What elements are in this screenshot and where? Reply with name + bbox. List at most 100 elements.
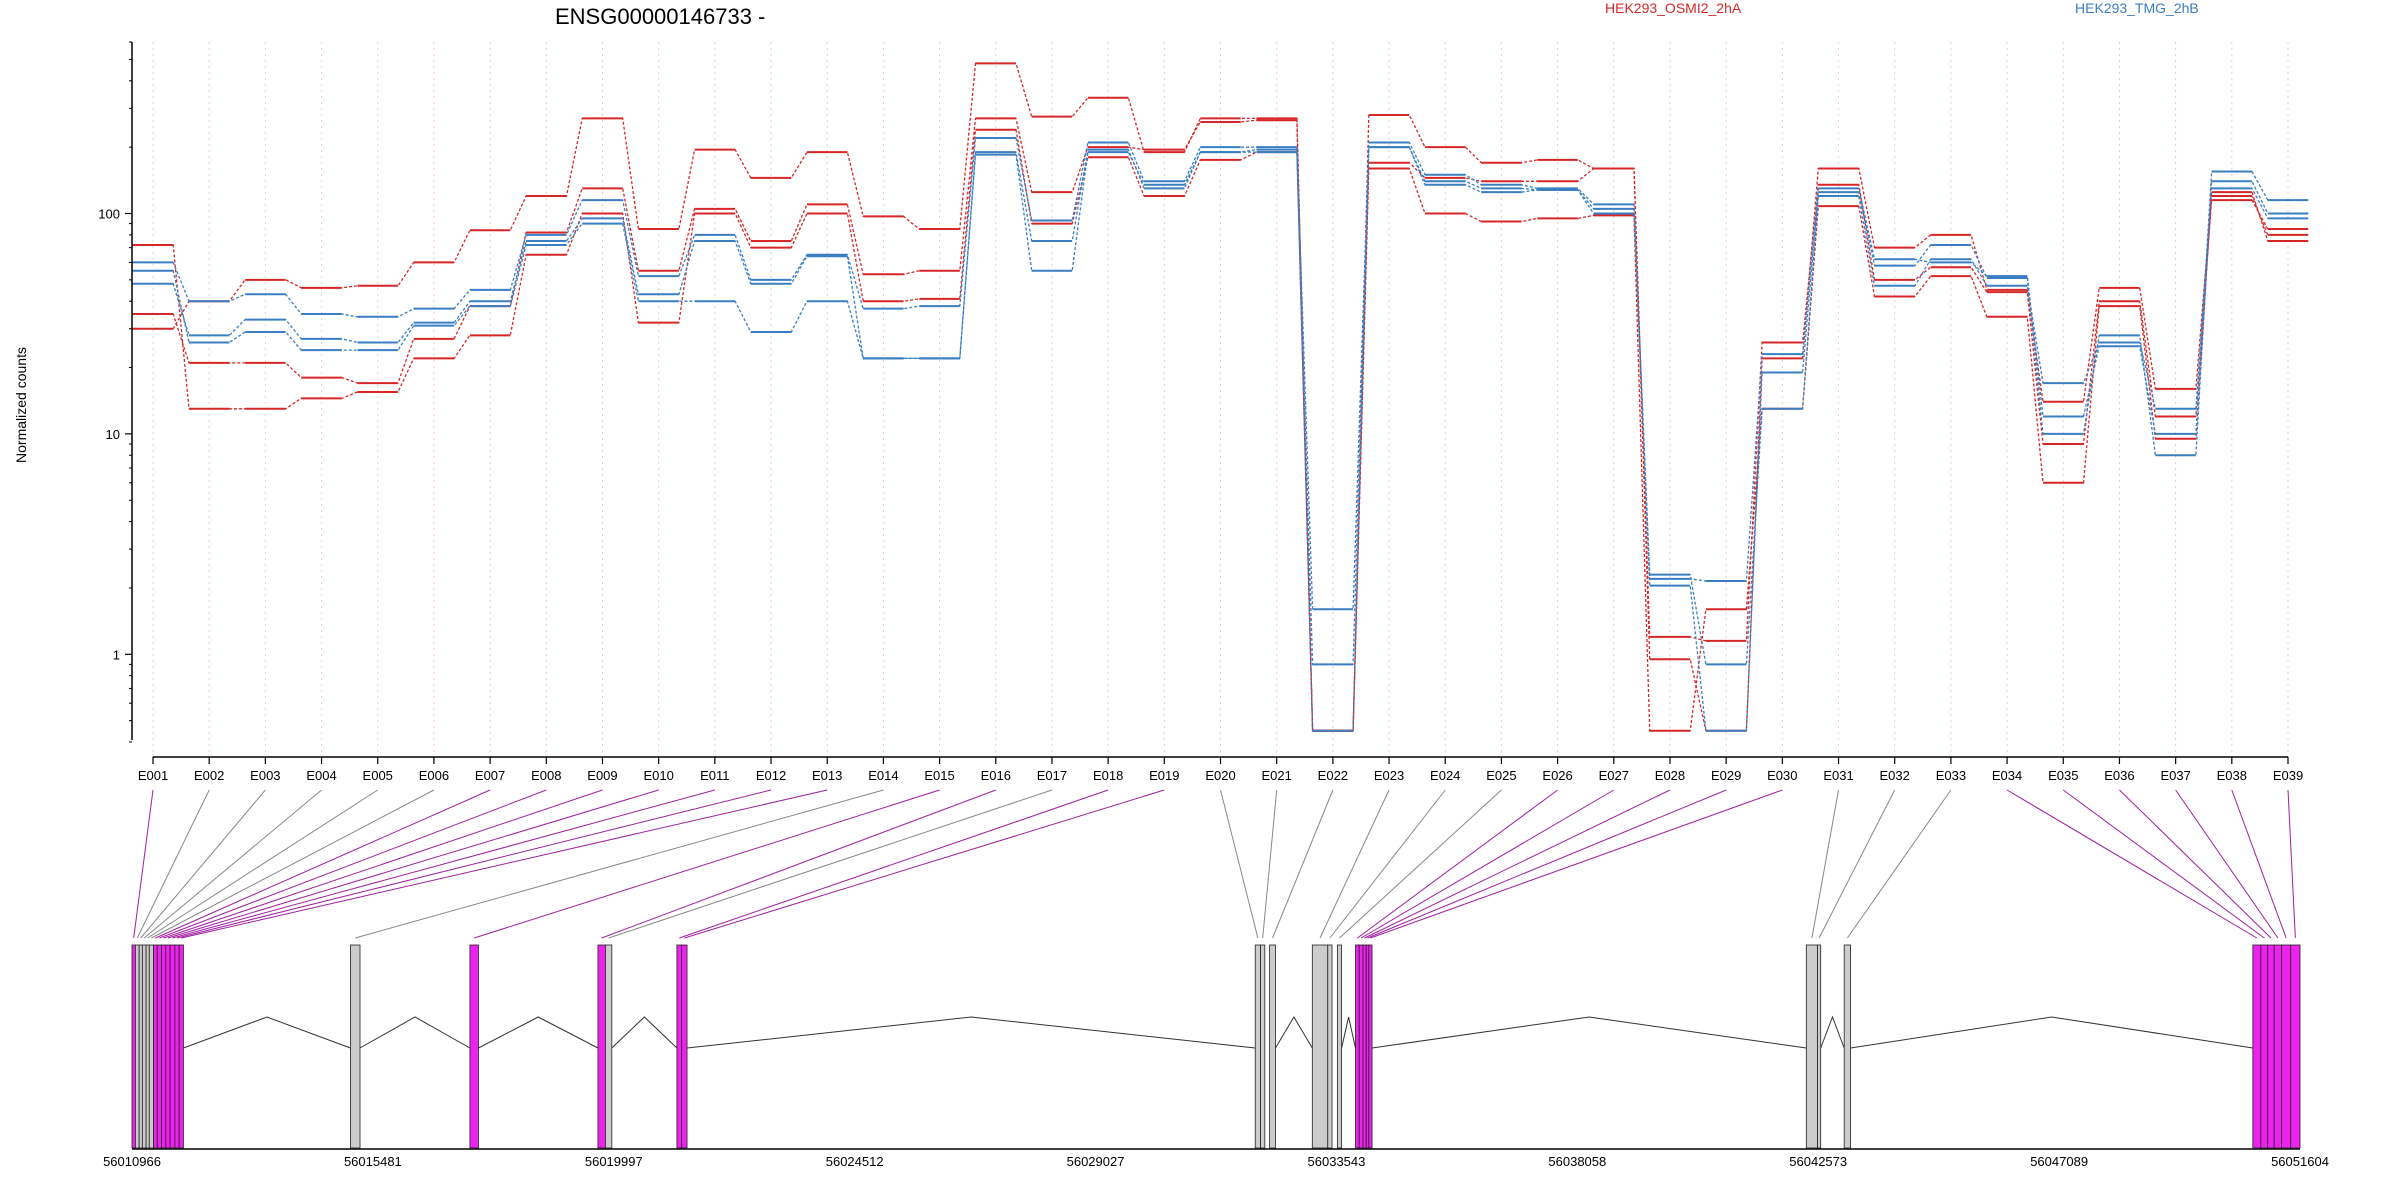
exon-box [1260, 944, 1266, 1149]
exon-connector [679, 789, 1109, 939]
exon-box [681, 944, 688, 1149]
x-tick-label: E022 [1318, 768, 1348, 783]
x-tick-label: E036 [2104, 768, 2134, 783]
x-tick-label: E011 [700, 768, 729, 783]
exon-box [178, 944, 184, 1149]
series-5 [132, 146, 2309, 732]
exon-box [1269, 944, 1276, 1149]
exon-box [1358, 944, 1364, 1149]
intron-line [1341, 1016, 1356, 1049]
x-tick-label: E001 [138, 768, 168, 783]
x-tick-label: E030 [1767, 768, 1797, 783]
series-lines [132, 62, 2309, 732]
exon-connector [1339, 789, 1502, 939]
exon-connector [355, 789, 884, 939]
exon-box [153, 944, 158, 1149]
x-tick-label: E005 [363, 768, 393, 783]
intron-line [1371, 1016, 1807, 1049]
exon-box [469, 944, 479, 1149]
exon-box [1336, 944, 1343, 1149]
x-tick-label: E035 [2048, 768, 2078, 783]
x-tick-label: E028 [1655, 768, 1685, 783]
y-tick-label: 1 [113, 647, 120, 662]
exon-box [135, 944, 140, 1149]
x-tick-label: E002 [194, 768, 224, 783]
x-tick-label: E029 [1711, 768, 1741, 783]
legend-entry-tmg: HEK293_TMG_2hB [2075, 0, 2199, 16]
exon-box [2273, 944, 2283, 1149]
exon-box [1327, 944, 1333, 1149]
x-tick-label: E024 [1430, 768, 1460, 783]
series-2 [132, 113, 2309, 732]
series-connector-path [132, 62, 2309, 732]
exon-box [145, 944, 150, 1149]
intron-line [686, 1016, 1256, 1049]
chart-title: ENSG00000146733 - [555, 4, 765, 29]
exon-connector [1360, 789, 1615, 939]
exon-connector [151, 789, 435, 939]
exon-box [1805, 944, 1818, 1149]
exon-connector [1811, 789, 1840, 939]
exon-box [1368, 944, 1373, 1149]
exon-connector [608, 789, 1053, 939]
legend-entry-osmi2: HEK293_OSMI2_2hA [1605, 0, 1742, 16]
exon-connector [167, 789, 659, 939]
x-tick-label: E027 [1599, 768, 1629, 783]
x-tick-label: E010 [643, 768, 673, 783]
series-connector-path [132, 146, 2309, 732]
exon-box [605, 944, 613, 1149]
exon-box [1311, 944, 1329, 1149]
exon-connector [181, 789, 828, 939]
series-6 [132, 146, 2309, 666]
x-tick-label: E019 [1149, 768, 1179, 783]
x-tick-label: E018 [1093, 768, 1123, 783]
x-tick-label: E023 [1374, 768, 1404, 783]
exon-box [2260, 944, 2269, 1149]
x-tick-label: E004 [306, 768, 336, 783]
exon-connector [172, 789, 715, 939]
y-tick-label: 10 [106, 427, 120, 442]
exon-box [597, 944, 606, 1149]
gene-model-track: 56010966 56015481 56019997 56024512 56029027… [103, 944, 2329, 1169]
x-tick-label: E006 [419, 768, 449, 783]
exon-box [156, 944, 162, 1149]
intron-line [183, 1016, 351, 1049]
exon-connector [1319, 789, 1390, 939]
intron-line [359, 1016, 471, 1049]
exon-box [1843, 944, 1851, 1149]
x-tick-label: E007 [475, 768, 505, 783]
x-tick-label: E025 [1486, 768, 1516, 783]
exon-box [169, 944, 176, 1149]
x-tick-label: E039 [2273, 768, 2303, 783]
intron-line [1820, 1015, 1845, 1049]
exon-box [1362, 944, 1367, 1149]
exon-box [2267, 944, 2275, 1149]
plot-axes: 1 10 100 E001 E002 E003 E004 E005 E006 E007 E008 E0… [98, 41, 2303, 783]
exon-box [1254, 944, 1261, 1149]
exon-connector [140, 789, 266, 939]
x-tick-label: E031 [1823, 768, 1853, 783]
exon-connector [163, 789, 603, 939]
exon-box [161, 944, 167, 1149]
x-tick-label: E037 [2160, 768, 2190, 783]
x-tick-label: E012 [756, 768, 786, 783]
intron-line [1275, 1016, 1313, 1049]
series-1 [132, 128, 2309, 732]
genome-coordinate-label: 56024512 [826, 1154, 884, 1169]
x-tick-label: E034 [1992, 768, 2022, 783]
x-tick-label: E013 [812, 768, 842, 783]
genome-coordinate-label: 56047089 [2030, 1154, 2088, 1169]
x-tick-label: E020 [1205, 768, 1235, 783]
x-tick-label: E021 [1261, 768, 1291, 783]
exon-connector [1272, 789, 1334, 939]
exon-connector [155, 789, 491, 939]
exon-connector [143, 789, 322, 939]
genome-coordinate-label: 56010966 [103, 1154, 161, 1169]
x-tick-label: E014 [868, 768, 898, 783]
exon-connector [176, 789, 772, 939]
exon-connector [1329, 789, 1446, 939]
exon-connector [2175, 789, 2279, 939]
genome-coordinate-label: 56015481 [344, 1154, 402, 1169]
x-tick-label: E009 [587, 768, 617, 783]
